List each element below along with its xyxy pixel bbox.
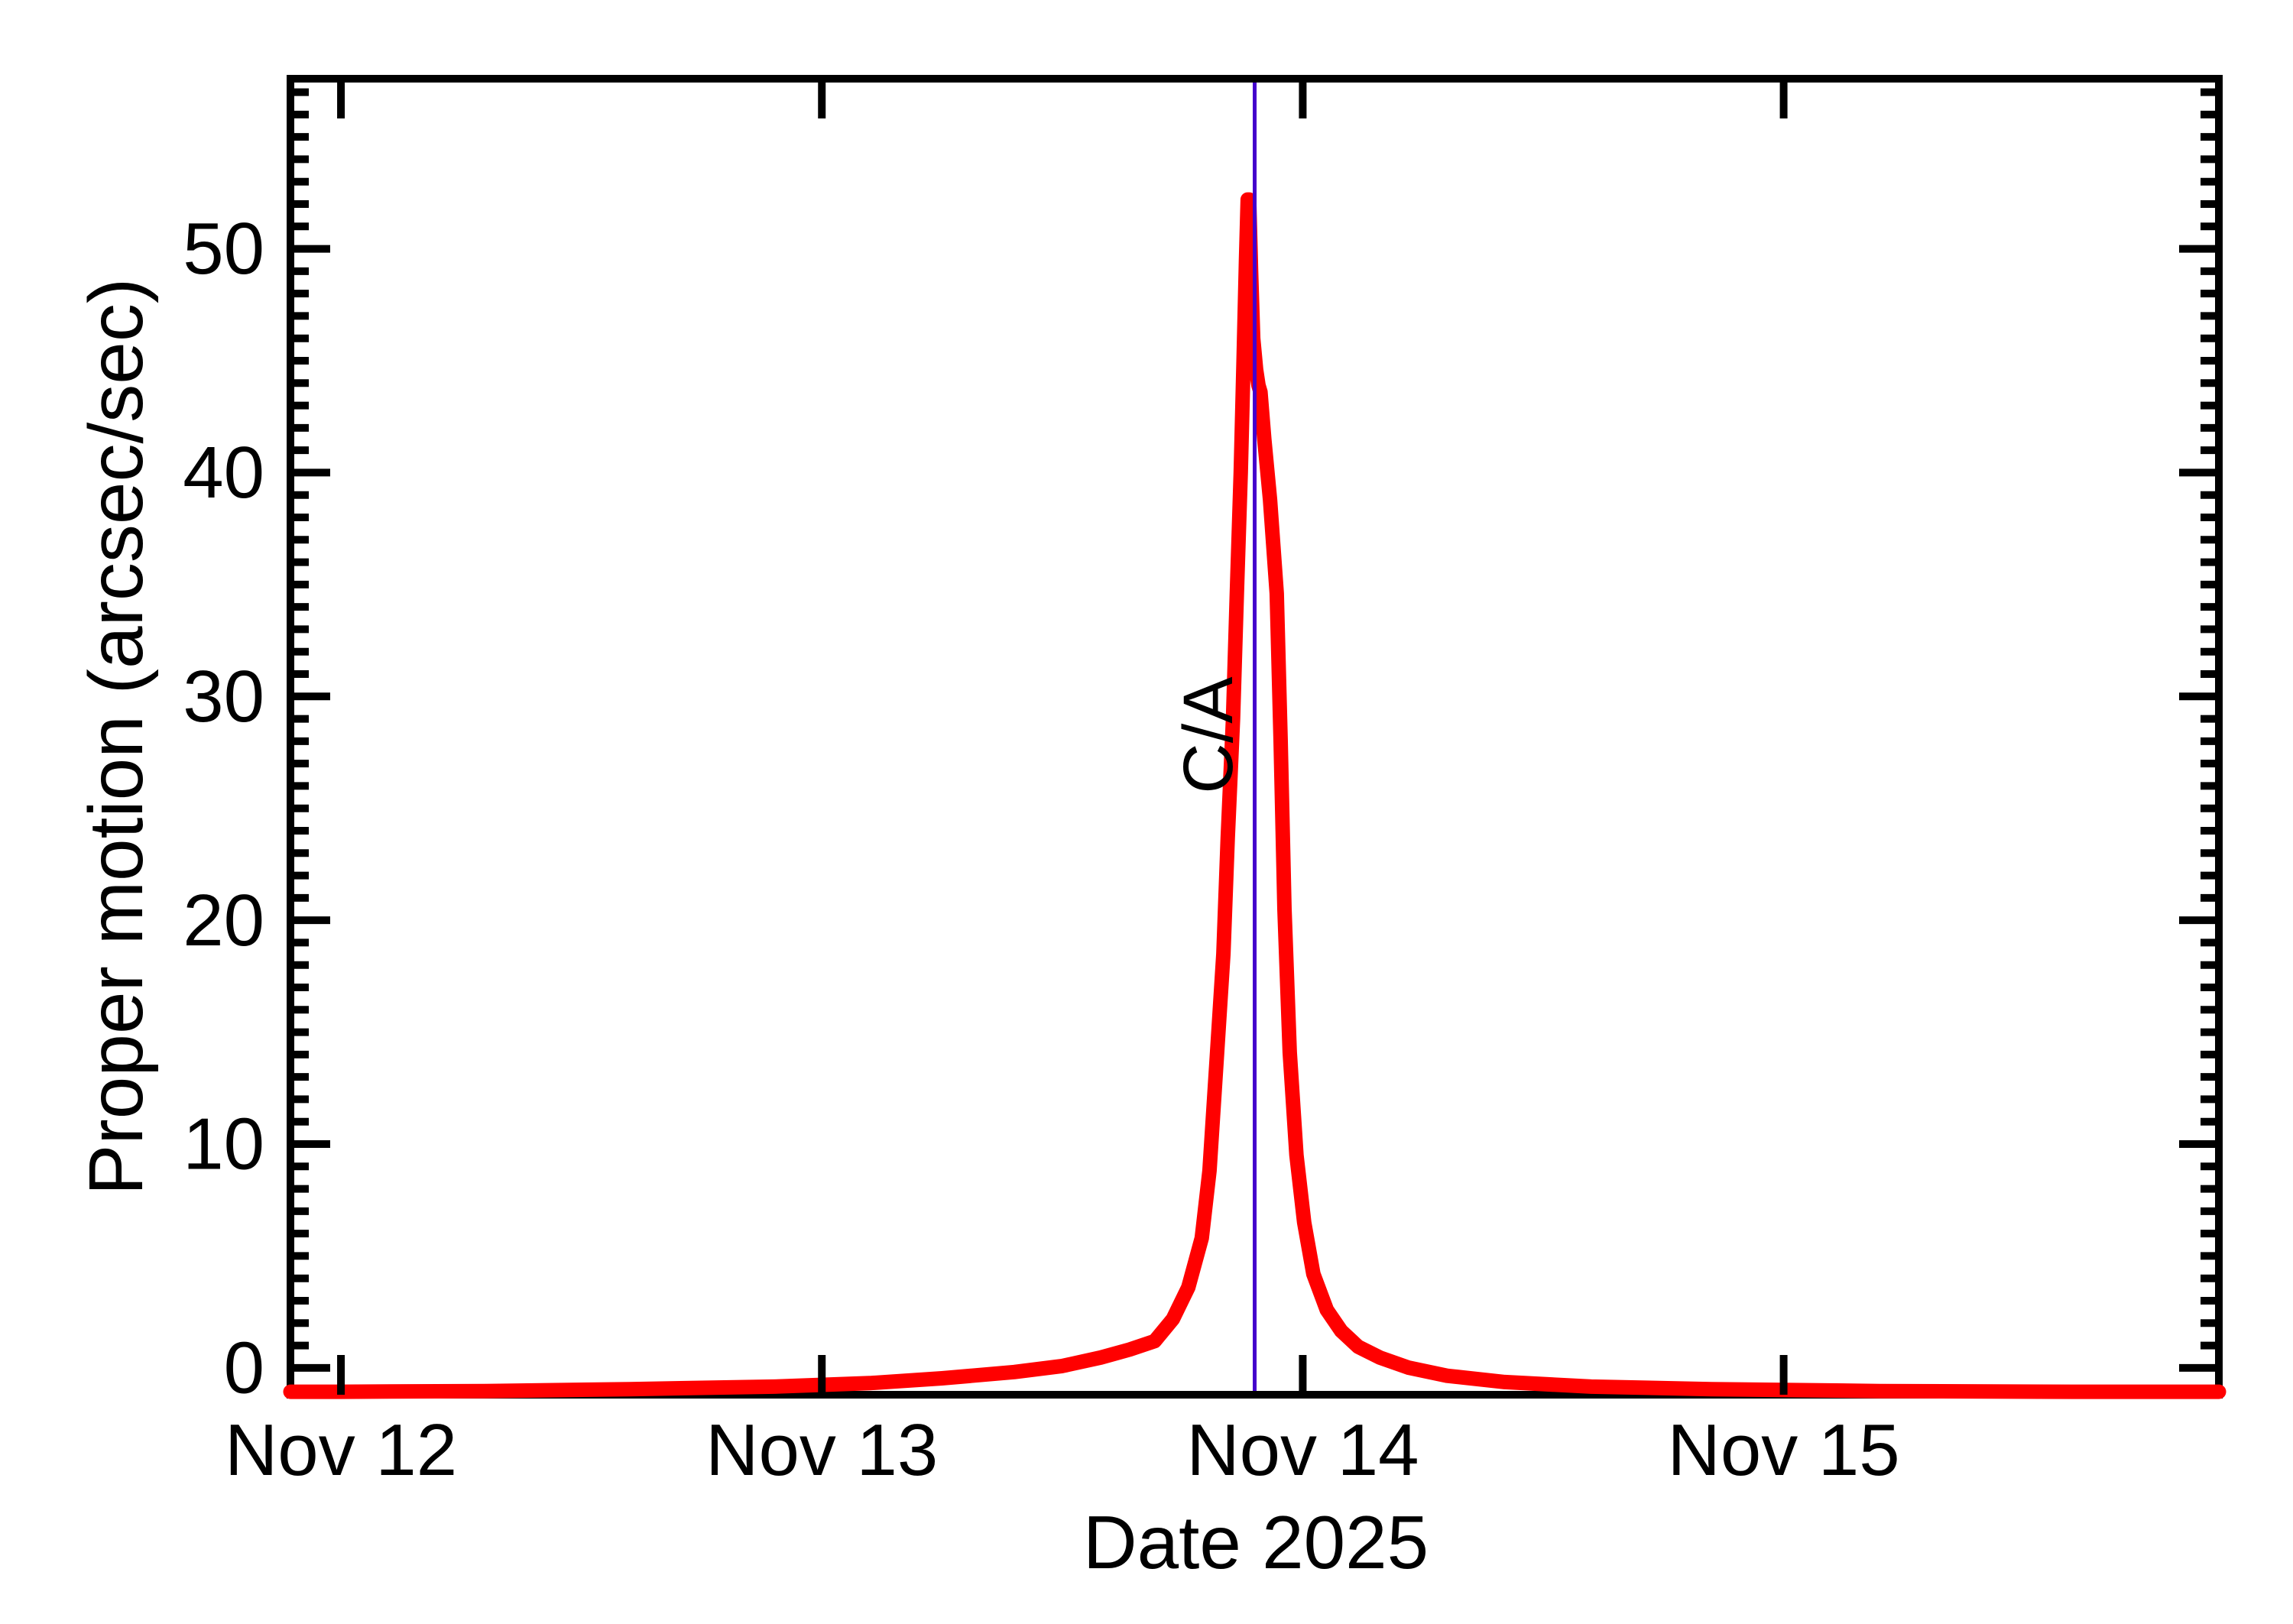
closest-approach-label: C/A (1169, 676, 1247, 794)
x-tick-label: Nov 13 (705, 1409, 938, 1491)
x-tick-label: Nov 15 (1668, 1409, 1900, 1491)
x-tick-label: Nov 12 (225, 1409, 457, 1491)
axes-frame (287, 75, 2223, 1399)
y-tick-label: 50 (183, 208, 264, 290)
y-tick-label: 40 (183, 432, 264, 514)
tick-layer (290, 79, 2219, 1395)
plot-frame (287, 75, 2223, 1399)
y-axis-title: Proper motion (arcsec/sec) (73, 278, 159, 1195)
x-tick-label: Nov 14 (1186, 1409, 1419, 1491)
y-tick-label: 10 (183, 1104, 264, 1185)
y-tick-label-layer: 0 10 20 30 40 50 (183, 208, 264, 1408)
y-tick-label: 30 (183, 656, 264, 737)
y-tick-label: 20 (183, 880, 264, 961)
x-tick-label-layer: Nov 12 Nov 13 Nov 14 Nov 15 (225, 1409, 1900, 1491)
x-axis-title: Date 2025 (1083, 1500, 1429, 1584)
data-curve-layer (283, 192, 2227, 1399)
proper-motion-curve (283, 192, 2227, 1399)
y-tick-label: 0 (224, 1327, 264, 1408)
